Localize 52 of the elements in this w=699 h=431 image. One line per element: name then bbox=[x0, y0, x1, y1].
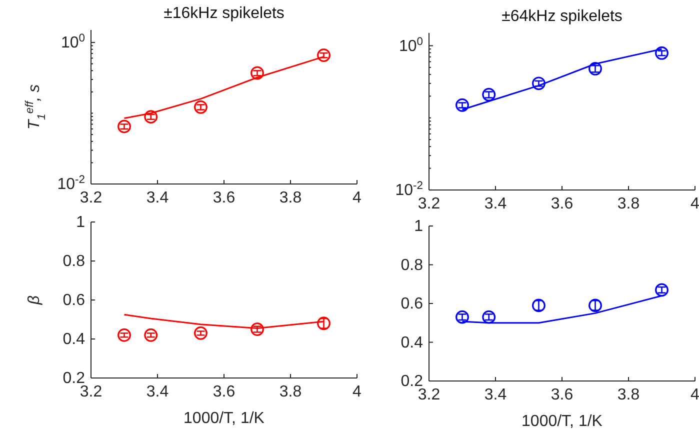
x-tick-label: 3.2 bbox=[80, 383, 102, 400]
point bbox=[456, 98, 469, 112]
x-tick-label: 3.2 bbox=[80, 189, 102, 206]
point bbox=[118, 328, 131, 342]
point bbox=[118, 120, 131, 134]
x-tick-label: 3.8 bbox=[279, 383, 302, 400]
x-tick-label: 4 bbox=[352, 383, 362, 400]
y-tick-label: 0.4 bbox=[400, 334, 424, 352]
point bbox=[144, 110, 158, 124]
x-tick-label: 3.8 bbox=[617, 195, 640, 212]
y-tick-label: 0.4 bbox=[62, 331, 86, 348]
point bbox=[144, 328, 158, 342]
y-tick-label: 10$^{0}$ bbox=[398, 36, 423, 55]
x-tick-label: 4 bbox=[690, 386, 699, 404]
y-tick-label: 1 bbox=[76, 214, 86, 232]
x-tick-label: 3.6 bbox=[550, 195, 574, 212]
point bbox=[588, 62, 602, 76]
point bbox=[194, 326, 208, 340]
y-tick-label: 0.8 bbox=[62, 253, 86, 270]
x-tick-label: 3.6 bbox=[550, 386, 574, 404]
point bbox=[250, 66, 264, 80]
x-tick-label: 3.4 bbox=[146, 189, 169, 206]
x-axis-title: 1000/T, 1/K bbox=[184, 410, 265, 427]
x-tick-label: 3.4 bbox=[484, 386, 507, 404]
chart-title: ±16kHz spikelets bbox=[164, 5, 284, 22]
y-tick-label: 0.8 bbox=[400, 256, 424, 274]
x-tick-label: 4 bbox=[352, 189, 362, 206]
x-tick-label: 3.4 bbox=[146, 383, 169, 400]
x-tick-label: 3.8 bbox=[279, 189, 302, 206]
y-tick-label: 1 bbox=[414, 218, 424, 236]
chart-title: ±64kHz spikelets bbox=[502, 8, 622, 25]
x-tick-label: 3.2 bbox=[418, 195, 440, 212]
x-tick-label: 3.6 bbox=[212, 383, 236, 400]
x-tick-label: 3.8 bbox=[617, 386, 640, 404]
point bbox=[532, 76, 546, 90]
x-tick-label: 4 bbox=[690, 195, 699, 212]
x-axis-title: 1000/T, 1/K bbox=[522, 413, 603, 430]
point bbox=[482, 310, 496, 324]
x-tick-label: 3.4 bbox=[484, 195, 507, 212]
x-tick-label: 3.6 bbox=[212, 189, 236, 206]
point bbox=[250, 322, 264, 336]
y-tick-label: 0.6 bbox=[400, 296, 424, 313]
x-tick-label: 3.2 bbox=[418, 386, 440, 404]
y-axis-title: β bbox=[26, 295, 43, 306]
y-tick-label: 0.6 bbox=[62, 292, 86, 310]
point bbox=[655, 283, 668, 297]
point bbox=[194, 100, 208, 114]
point bbox=[655, 46, 668, 60]
point bbox=[482, 88, 496, 102]
y-tick-label: 10$^{0}$ bbox=[60, 32, 85, 52]
point bbox=[456, 310, 469, 324]
point bbox=[317, 48, 330, 62]
